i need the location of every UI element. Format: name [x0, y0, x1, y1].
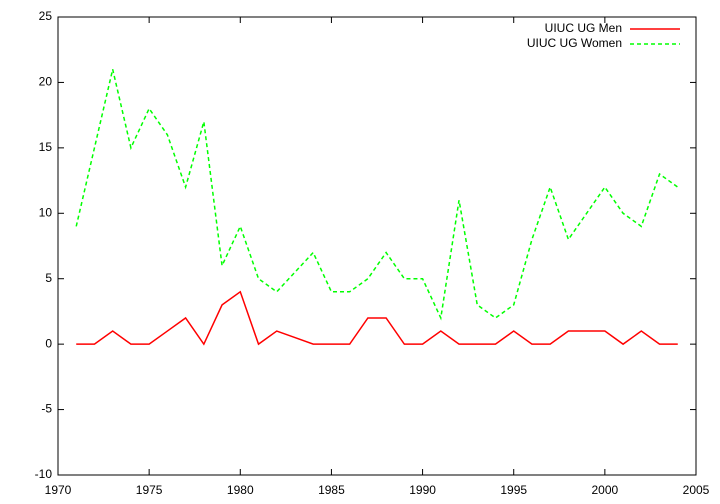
y-tick-label: 20	[39, 75, 53, 89]
x-tick-label: 2000	[592, 483, 619, 497]
y-tick-label: -5	[41, 402, 52, 416]
plot-frame	[57, 16, 697, 476]
x-tick-label: 1970	[45, 483, 72, 497]
x-tick-label: 1985	[318, 483, 345, 497]
series-line	[75, 69, 679, 321]
legend-label: UIUC UG Men	[545, 21, 622, 35]
series-line	[76, 290, 678, 346]
y-tick-label: 0	[45, 336, 52, 350]
y-tick-label: 15	[39, 140, 53, 154]
x-tick-label: 1995	[500, 483, 527, 497]
x-tick-label: 1980	[227, 483, 254, 497]
x-tick-label: 1975	[136, 483, 163, 497]
y-tick-label: 5	[45, 271, 52, 285]
y-tick-label: 10	[39, 205, 53, 219]
y-tick-label: 25	[39, 9, 53, 23]
x-tick-label: 2005	[683, 483, 710, 497]
y-tick-label: -10	[35, 467, 53, 481]
legend-label: UIUC UG Women	[527, 36, 622, 50]
x-tick-label: 1990	[409, 483, 436, 497]
